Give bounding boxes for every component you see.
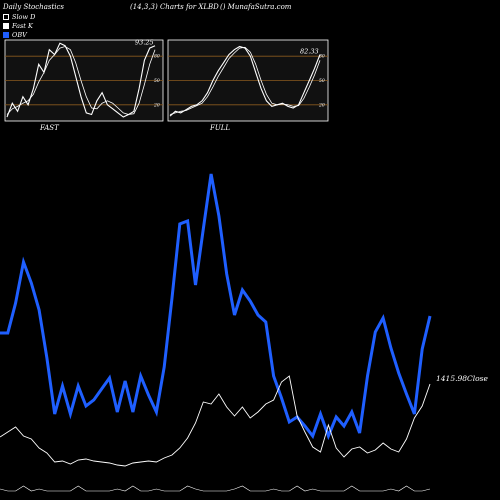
legend-swatch: [3, 22, 9, 29]
legend-item-slow-d: Slow D: [3, 12, 35, 21]
legend-item-obv: OBV: [3, 30, 35, 39]
full-panel-label: FULL: [209, 124, 230, 132]
chart-title-middle: (14,3,3) Charts for XLBD: [130, 3, 219, 11]
legend-label: Fast K: [12, 21, 33, 30]
level-tick-label: 80: [319, 54, 325, 60]
legend-label: OBV: [12, 30, 27, 39]
legend-item-fast-k: Fast K: [3, 21, 35, 30]
fast-series-line: [6, 46, 156, 115]
legend-label: Slow D: [12, 12, 36, 21]
fast-panel-label: FAST: [39, 124, 60, 132]
chart-title-right: () MunafaSutra.com: [220, 3, 292, 11]
full-last-value-label: 82.33: [300, 48, 319, 56]
legend-swatch: [3, 13, 9, 20]
chart-title-left: Daily Stochastics: [3, 3, 65, 11]
obv-line: [0, 173, 432, 441]
level-tick-label: 20: [153, 102, 160, 108]
fast-last-value-label: 93.25: [135, 39, 154, 47]
fast-stochastic-panel: 20 50 80 93.25 FAST: [4, 39, 164, 132]
level-tick-label: 50: [154, 78, 160, 84]
legend: Slow D Fast K OBV: [3, 12, 35, 39]
full-series-line: [169, 45, 321, 117]
legend-swatch: [3, 31, 9, 38]
close-line: [0, 375, 431, 467]
level-tick-label: 80: [154, 54, 160, 60]
full-series-line: [169, 46, 321, 115]
volume-line: [0, 485, 431, 492]
fast-series-line: [6, 42, 156, 118]
close-last-label: 1415.98Close: [436, 374, 489, 383]
level-tick-label: 50: [319, 78, 325, 84]
level-tick-label: 20: [318, 102, 325, 108]
